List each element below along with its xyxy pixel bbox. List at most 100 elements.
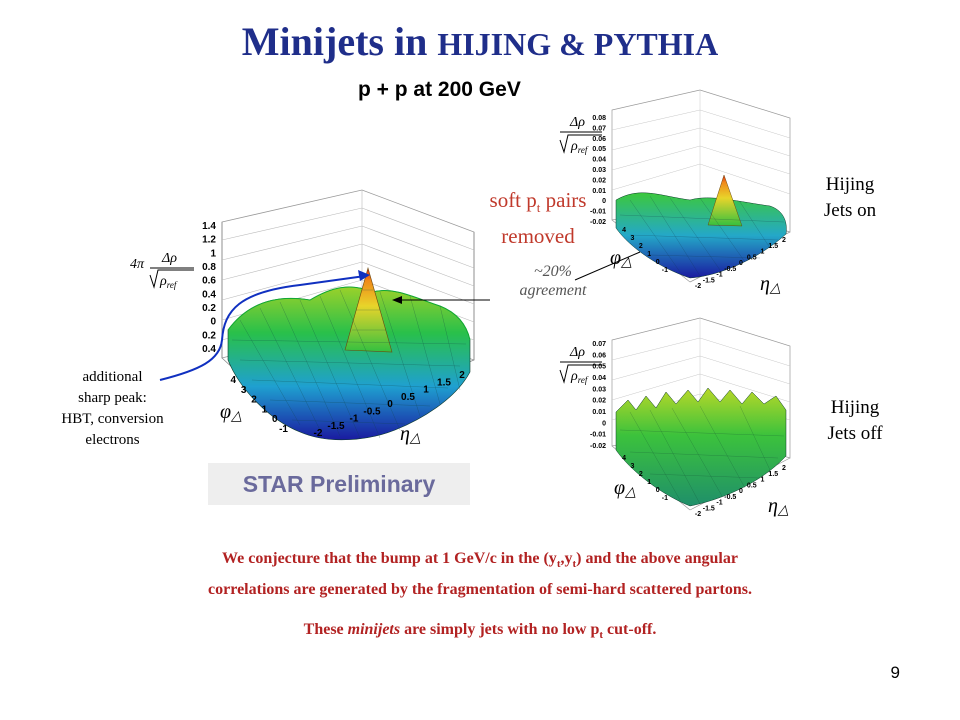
main-eta-tick-label: 2 xyxy=(459,370,465,381)
main-z-tick-label: 1 xyxy=(210,248,216,259)
top-phi-tick-label: -1 xyxy=(662,267,668,274)
main-eta-tick-label: -1.5 xyxy=(327,421,345,432)
bottom-z-tick-label: 0 xyxy=(602,420,606,427)
top-eta-ticks: 2 1.51 0.5 0-0.5-1-1.5-2 xyxy=(695,237,786,290)
top-z-tick-label: 0.04 xyxy=(592,157,606,164)
conclusion-mid: ,y xyxy=(560,550,573,567)
top-z-tick-label: -0.01 xyxy=(590,209,606,216)
peak-note-line4: electrons xyxy=(85,432,140,448)
page-number: 9 xyxy=(890,663,900,682)
hijing-off-line2: Jets off xyxy=(827,423,883,444)
main-eta-tick-label: 0.5 xyxy=(401,392,415,403)
slide-title: Minijets in HIJING & PYTHIA xyxy=(0,18,960,65)
top-z-tick-label: 0.08 xyxy=(592,115,606,122)
soft-pairs-sub: t xyxy=(536,200,541,216)
hijing-off-line1: Hijing xyxy=(830,397,880,418)
main-z-tick-label: 0.2 xyxy=(202,330,216,341)
bottom-phi-label: φ△ xyxy=(614,477,636,500)
top-z-tick-label: -0.02 xyxy=(590,219,606,226)
svg-text:ρref: ρref xyxy=(570,139,589,155)
top-z-tick-label: 0.05 xyxy=(592,146,606,153)
conclusion-sub1: t xyxy=(556,558,561,571)
top-phi-tick-label: 0 xyxy=(656,259,660,266)
main-eta-tick-label: 0 xyxy=(387,399,393,410)
star-preliminary-badge: STAR Preliminary xyxy=(208,463,470,505)
main-z-tick-label: 1.4 xyxy=(202,221,216,232)
agreement-line1: ~20% xyxy=(534,263,572,280)
soft-pairs-label: soft pt pairs removed xyxy=(468,186,608,250)
top-eta-tick-label: -1 xyxy=(716,272,722,279)
title-rest: HIJING & PYTHIA xyxy=(437,26,719,62)
top-y-axis-label: Δρ ρref xyxy=(559,115,602,155)
main-phi-label: φ△ xyxy=(220,401,242,424)
bottom-phi-tick-label: 1 xyxy=(647,479,651,486)
conclusion-line2: correlations are generated by the fragme… xyxy=(208,581,752,599)
top-eta-tick-label: 0.5 xyxy=(747,254,757,261)
peak-note-line2: sharp peak: xyxy=(78,390,147,406)
bottom-z-tick-label: 0.03 xyxy=(592,386,606,393)
main-z-tick-label: 0.4 xyxy=(202,344,216,355)
top-z-tick-label: 0.06 xyxy=(592,136,606,143)
main-z-tick-label: 0.2 xyxy=(202,303,216,314)
main-z-tick-label: 0.8 xyxy=(202,262,216,273)
main-eta-tick-label: -2 xyxy=(314,428,323,439)
top-phi-tick-label: 1 xyxy=(647,251,651,258)
main-eta-tick-label: -1 xyxy=(350,414,359,425)
top-eta-tick-label: 1 xyxy=(761,249,765,256)
bottom-eta-tick-label: 1.5 xyxy=(768,471,778,478)
bottom-phi-tick-label: -1 xyxy=(662,495,668,502)
agreement-arrowhead xyxy=(392,296,402,304)
bottom-eta-tick-label: -1 xyxy=(716,500,722,507)
top-grid xyxy=(611,90,791,205)
main-z-tick-label: 1.2 xyxy=(202,235,216,246)
peak-arrow xyxy=(159,270,370,381)
main-phi-tick-label: 1 xyxy=(262,404,268,415)
main-eta-tick-label: -0.5 xyxy=(363,406,381,417)
agreement-line-right xyxy=(574,251,641,281)
top-eta-label: η△ xyxy=(760,273,781,296)
bottom-eta-tick-label: 0.5 xyxy=(747,482,757,489)
svg-text:Δρ: Δρ xyxy=(569,115,585,130)
minijets-post: cut-off. xyxy=(603,621,657,638)
main-z-ticks: 1.4 1.2 1 0.8 0.6 0.4 0.2 0 0.2 0.4 xyxy=(202,221,216,355)
hijing-on-line1: Hijing xyxy=(825,174,875,195)
top-surface xyxy=(615,174,787,279)
main-phi-tick-label: 0 xyxy=(272,414,278,425)
bottom-surface xyxy=(615,387,787,507)
bottom-phi-tick-label: 3 xyxy=(630,463,634,470)
bottom-z-ticks: 0.07 0.06 0.05 0.04 0.03 0.02 0.01 0 -0.01 -0.02 xyxy=(590,341,606,450)
main-eta-tick-label: 1 xyxy=(423,385,429,396)
top-z-tick-label: 0.07 xyxy=(592,125,606,132)
top-z-tick-label: 0.01 xyxy=(592,188,606,195)
top-eta-tick-label: -1.5 xyxy=(703,277,715,284)
main-y-axis-label: 4π Δρ ρref xyxy=(130,251,194,290)
top-phi-tick-label: 4 xyxy=(622,227,626,234)
peak-note-line1: additional xyxy=(82,369,143,385)
bottom-eta-tick-label: 1 xyxy=(761,477,765,484)
bottom-z-tick-label: 0.05 xyxy=(592,364,606,371)
soft-pairs-post: pairs xyxy=(540,188,587,212)
conclusion-text: We conjecture that the bump at 1 GeV/c i… xyxy=(0,546,960,602)
peak-note: additional sharp peak: HBT, conversion e… xyxy=(40,367,185,451)
minijets-text: These minijets are simply jets with no l… xyxy=(0,621,960,641)
top-eta-tick-label: -0.5 xyxy=(724,266,736,273)
soft-pairs-line2: removed xyxy=(501,224,575,249)
conclusion-line1-post: ) and the above angular xyxy=(576,550,738,567)
agreement-line2: agreement xyxy=(519,282,587,299)
hijing-on-label: Hijing Jets on xyxy=(800,172,900,224)
hijing-on-line2: Jets on xyxy=(823,200,877,221)
peak-note-line3: HBT, conversion xyxy=(61,411,164,427)
bottom-z-tick-label: 0.06 xyxy=(592,352,606,359)
bottom-z-tick-label: -0.01 xyxy=(590,432,606,439)
bottom-z-tick-label: 0.01 xyxy=(592,409,606,416)
top-phi-tick-label: 2 xyxy=(639,243,643,250)
bottom-eta-tick-label: -2 xyxy=(695,511,701,518)
top-eta-tick-label: 1.5 xyxy=(768,243,778,250)
bottom-phi-tick-label: 0 xyxy=(656,487,660,494)
bottom-eta-tick-label: -0.5 xyxy=(724,494,736,501)
bottom-eta-tick-label: 2 xyxy=(782,465,786,472)
